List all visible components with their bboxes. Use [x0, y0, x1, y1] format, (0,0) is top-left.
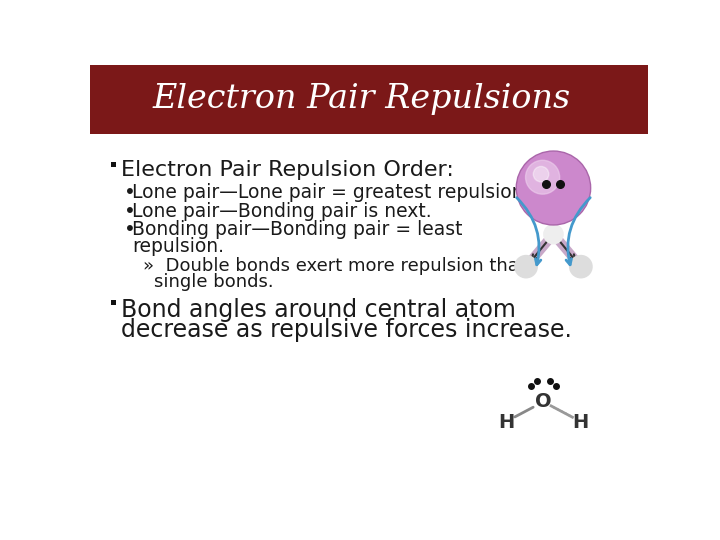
- Text: »  Double bonds exert more repulsion than: » Double bonds exert more repulsion than: [143, 257, 530, 275]
- Text: •: •: [124, 184, 136, 202]
- Circle shape: [516, 151, 590, 225]
- Circle shape: [526, 160, 559, 194]
- Text: decrease as repulsive forces increase.: decrease as repulsive forces increase.: [121, 318, 572, 342]
- Text: Bonding pair—Bonding pair = least: Bonding pair—Bonding pair = least: [132, 220, 462, 239]
- Text: Lone pair—Lone pair = greatest repulsion: Lone pair—Lone pair = greatest repulsion: [132, 184, 523, 202]
- FancyBboxPatch shape: [112, 162, 116, 167]
- Text: Lone pair—Bonding pair is next.: Lone pair—Bonding pair is next.: [132, 202, 431, 221]
- Circle shape: [516, 256, 537, 278]
- Text: single bonds.: single bonds.: [153, 273, 273, 292]
- Text: repulsion.: repulsion.: [132, 237, 224, 256]
- FancyBboxPatch shape: [112, 300, 116, 305]
- Circle shape: [544, 225, 563, 244]
- Text: •: •: [124, 220, 136, 239]
- Text: O: O: [535, 392, 552, 411]
- Text: Electron Pair Repulsion Order:: Electron Pair Repulsion Order:: [121, 160, 454, 180]
- FancyBboxPatch shape: [90, 65, 648, 134]
- Circle shape: [570, 256, 592, 278]
- Text: Electron Pair Repulsions: Electron Pair Repulsions: [152, 84, 570, 116]
- Text: H: H: [498, 413, 514, 433]
- Circle shape: [534, 166, 549, 182]
- Text: H: H: [572, 413, 589, 433]
- Text: •: •: [124, 202, 136, 221]
- Text: Bond angles around central atom: Bond angles around central atom: [121, 298, 516, 322]
